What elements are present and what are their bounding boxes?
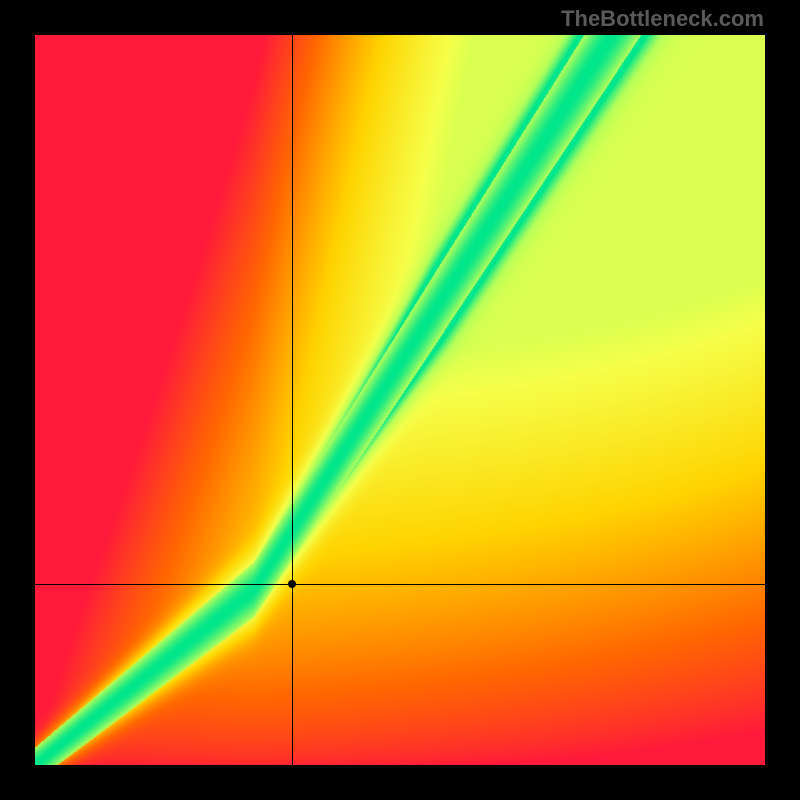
heatmap-plot [35,35,765,765]
crosshair-marker [288,580,296,588]
crosshair-horizontal [35,584,765,585]
watermark-text: TheBottleneck.com [561,6,764,32]
crosshair-vertical [292,35,293,765]
heatmap-canvas [35,35,765,765]
